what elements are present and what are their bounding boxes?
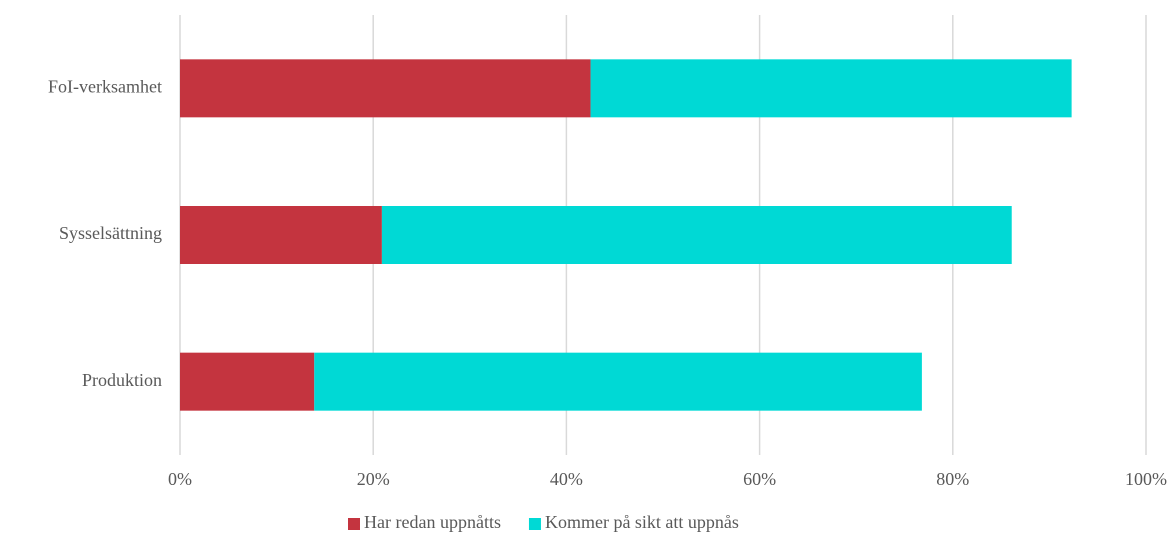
x-tick-label: 80% [936,469,969,489]
x-tick-label: 20% [357,469,390,489]
legend-swatch [528,518,541,530]
x-tick-label: 60% [743,469,776,489]
y-tick-label: FoI-verksamhet [48,76,162,96]
y-tick-label: Sysselsättning [59,223,162,243]
x-tick-label: 40% [550,469,583,489]
x-tick-label: 100% [1125,469,1167,489]
bar-segment [314,352,922,411]
bar-segment [180,59,591,118]
bar-segment [381,206,1012,264]
bar-segment [590,59,1072,118]
legend-label: Har redan uppnåtts [364,512,501,532]
bar-segment [180,206,382,264]
x-tick-label: 0% [168,469,192,489]
legend-swatch [348,518,360,530]
y-tick-label: Produktion [82,370,162,390]
bar-segment [180,352,315,411]
legend-label: Kommer på sikt att uppnås [545,512,739,532]
